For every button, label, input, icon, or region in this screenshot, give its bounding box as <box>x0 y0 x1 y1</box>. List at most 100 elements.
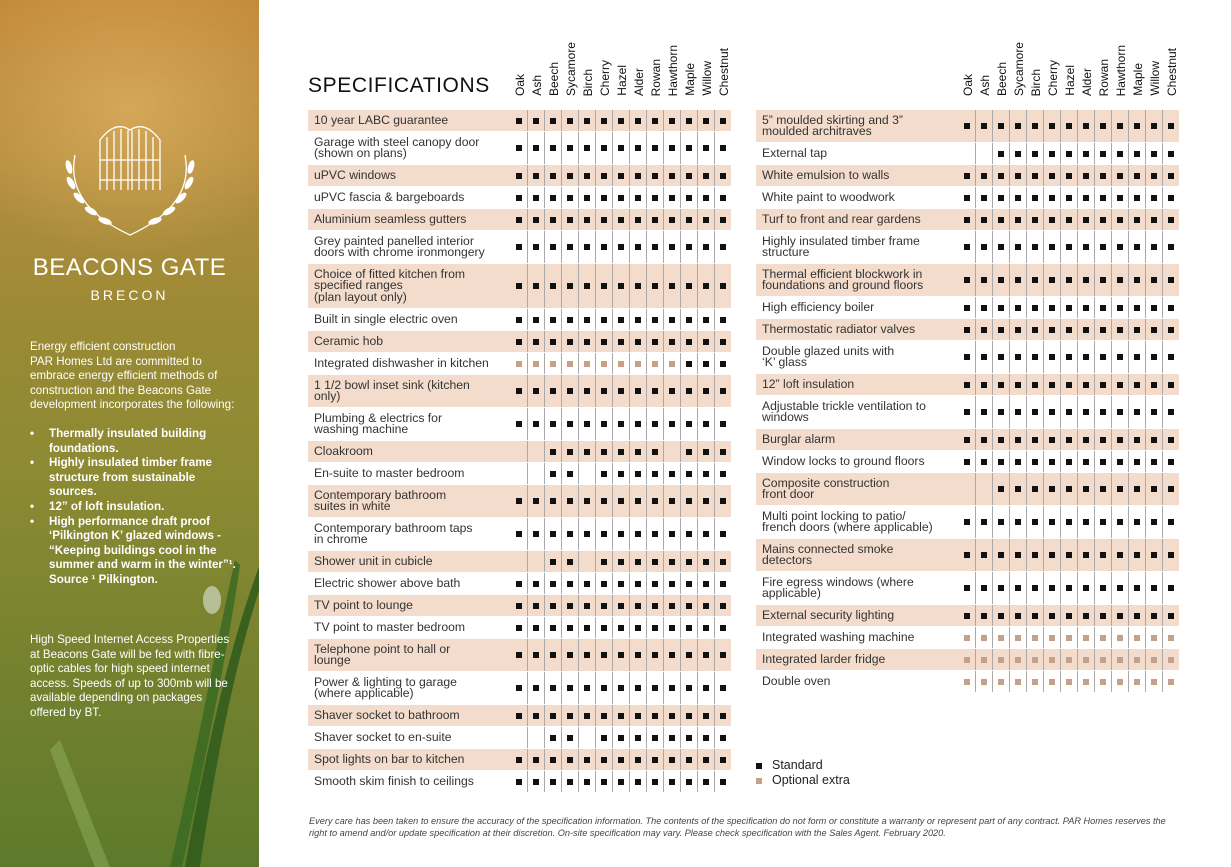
spec-table-left: 10 year LABC guarantee Garage with steel … <box>308 110 731 793</box>
energy-bullets: Thermally insulated building foundations… <box>30 427 240 573</box>
standard-mark <box>1117 172 1123 179</box>
spec-label: 1 1/2 bowl inset sink (kitchen only) <box>314 377 470 403</box>
spec-row: Shaver socket to en-suite <box>308 727 731 748</box>
spec-cell <box>544 165 561 186</box>
spec-cell <box>697 209 714 230</box>
legend-standard: Standard <box>756 758 850 773</box>
spec-cell <box>1009 671 1026 692</box>
standard-mark <box>1032 277 1038 283</box>
bullet: High performance draft proof ‘Pilkington… <box>30 515 240 573</box>
standard-mark <box>567 338 573 345</box>
spec-cell <box>1094 319 1111 340</box>
standard-mark <box>1117 585 1123 591</box>
spec-cell <box>544 231 561 263</box>
standard-mark <box>703 624 709 631</box>
standard-mark <box>703 172 709 179</box>
spec-marks <box>958 627 1179 648</box>
standard-mark <box>1168 304 1174 311</box>
optional-mark <box>998 656 1004 663</box>
spec-cell <box>561 672 578 704</box>
spec-cell <box>1009 264 1026 296</box>
standard-mark <box>618 558 624 565</box>
standard-mark <box>652 778 658 785</box>
standard-mark <box>567 283 573 289</box>
spec-cell <box>1026 605 1043 626</box>
standard-mark <box>686 448 692 455</box>
spec-cell <box>714 727 731 748</box>
spec-cell <box>1094 264 1111 296</box>
spec-cell <box>992 451 1009 472</box>
spec-cell <box>992 374 1009 395</box>
standard-mark <box>1134 409 1140 415</box>
standard-mark <box>981 123 987 129</box>
house-type-header: Alder <box>1078 28 1095 96</box>
optional-mark <box>1168 678 1174 685</box>
standard-mark <box>998 486 1004 492</box>
spec-row: uPVC fascia & bargeboards <box>308 187 731 208</box>
house-type-label: Alder <box>631 67 646 96</box>
standard-mark <box>1032 486 1038 492</box>
spec-cell <box>680 187 697 208</box>
standard-mark <box>584 194 590 201</box>
spec-cell <box>1128 264 1145 296</box>
standard-mark <box>686 531 692 537</box>
spec-cell <box>544 551 561 572</box>
spec-cell <box>1094 341 1111 373</box>
standard-mark <box>963 612 970 619</box>
standard-mark <box>1117 244 1123 250</box>
standard-mark <box>720 624 726 631</box>
spec-row: Integrated larder fridge <box>756 649 1179 670</box>
spec-cell <box>646 573 663 594</box>
spec-cell <box>1026 374 1043 395</box>
standard-mark <box>1168 172 1174 179</box>
spec-cell <box>595 705 612 726</box>
optional-mark <box>1151 656 1157 663</box>
spec-marks <box>958 209 1179 230</box>
spec-cell <box>958 451 975 472</box>
house-type-header: Cherry <box>596 28 613 96</box>
standard-mark <box>652 194 658 201</box>
spec-cell <box>1111 297 1128 318</box>
spec-cell <box>612 463 629 484</box>
spec-cell <box>975 297 992 318</box>
spec-cell <box>612 705 629 726</box>
spec-cell <box>1060 319 1077 340</box>
standard-mark <box>515 712 522 719</box>
spec-cell <box>714 353 731 374</box>
standard-mark <box>686 470 692 477</box>
spec-cell <box>629 639 646 671</box>
spec-cell <box>578 231 595 263</box>
optional-mark <box>963 656 970 663</box>
spec-marks <box>510 264 731 308</box>
standard-mark <box>515 778 522 785</box>
standard-mark <box>618 194 624 201</box>
optional-mark <box>1117 634 1123 641</box>
spec-marks <box>958 451 1179 472</box>
standard-mark <box>652 602 658 609</box>
spec-cell <box>697 441 714 462</box>
spec-cell <box>612 518 629 550</box>
standard-mark <box>533 531 539 537</box>
standard-mark <box>1066 216 1072 223</box>
standard-mark <box>1015 585 1021 591</box>
spec-cell <box>1094 374 1111 395</box>
standard-mark <box>1083 150 1089 157</box>
spec-label: uPVC fascia & bargeboards <box>314 189 465 204</box>
spec-cell <box>714 331 731 352</box>
standard-mark <box>963 123 970 129</box>
standard-mark <box>652 756 658 763</box>
standard-mark <box>1032 458 1038 465</box>
spec-cell <box>1009 143 1026 164</box>
spec-cell <box>680 727 697 748</box>
spec-label: Ceramic hob <box>314 333 384 348</box>
spec-cell <box>1111 165 1128 186</box>
spec-cell <box>1009 429 1026 450</box>
standard-mark <box>550 602 556 609</box>
house-type-header: Hazel <box>613 28 630 96</box>
standard-mark <box>652 652 658 658</box>
spec-label: 5” moulded skirting and 3” moulded archi… <box>762 112 903 138</box>
spec-cell <box>578 551 595 572</box>
spec-row: Cloakroom <box>308 441 731 462</box>
spec-cell <box>1026 143 1043 164</box>
standard-mark <box>703 316 709 323</box>
